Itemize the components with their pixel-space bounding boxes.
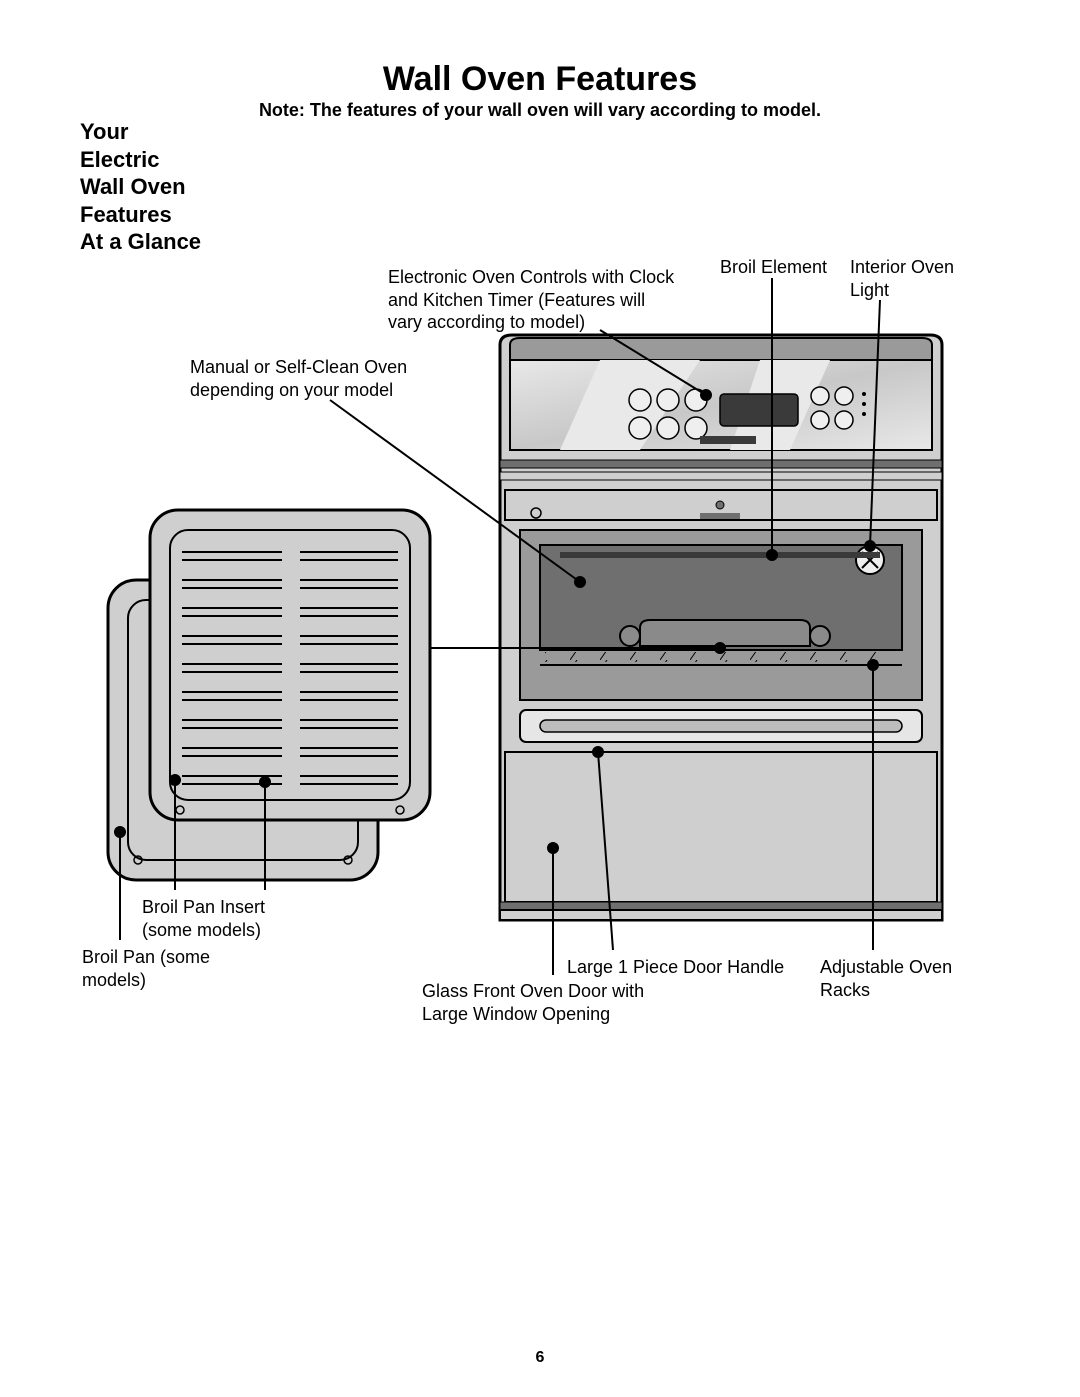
broil-pan-insert-illustration	[150, 510, 430, 820]
diagram-svg	[0, 0, 1080, 1397]
page-number: 6	[0, 1349, 1080, 1367]
